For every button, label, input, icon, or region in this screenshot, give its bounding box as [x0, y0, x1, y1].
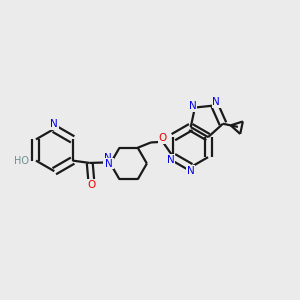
Text: N: N — [50, 119, 58, 129]
Text: N: N — [187, 166, 195, 176]
Text: N: N — [105, 158, 113, 169]
Text: N: N — [212, 97, 220, 107]
Text: N: N — [189, 101, 196, 111]
Text: O: O — [159, 133, 167, 143]
Text: N: N — [103, 153, 111, 163]
Text: O: O — [87, 180, 95, 190]
Text: N: N — [167, 154, 174, 164]
Text: HO: HO — [14, 156, 29, 166]
